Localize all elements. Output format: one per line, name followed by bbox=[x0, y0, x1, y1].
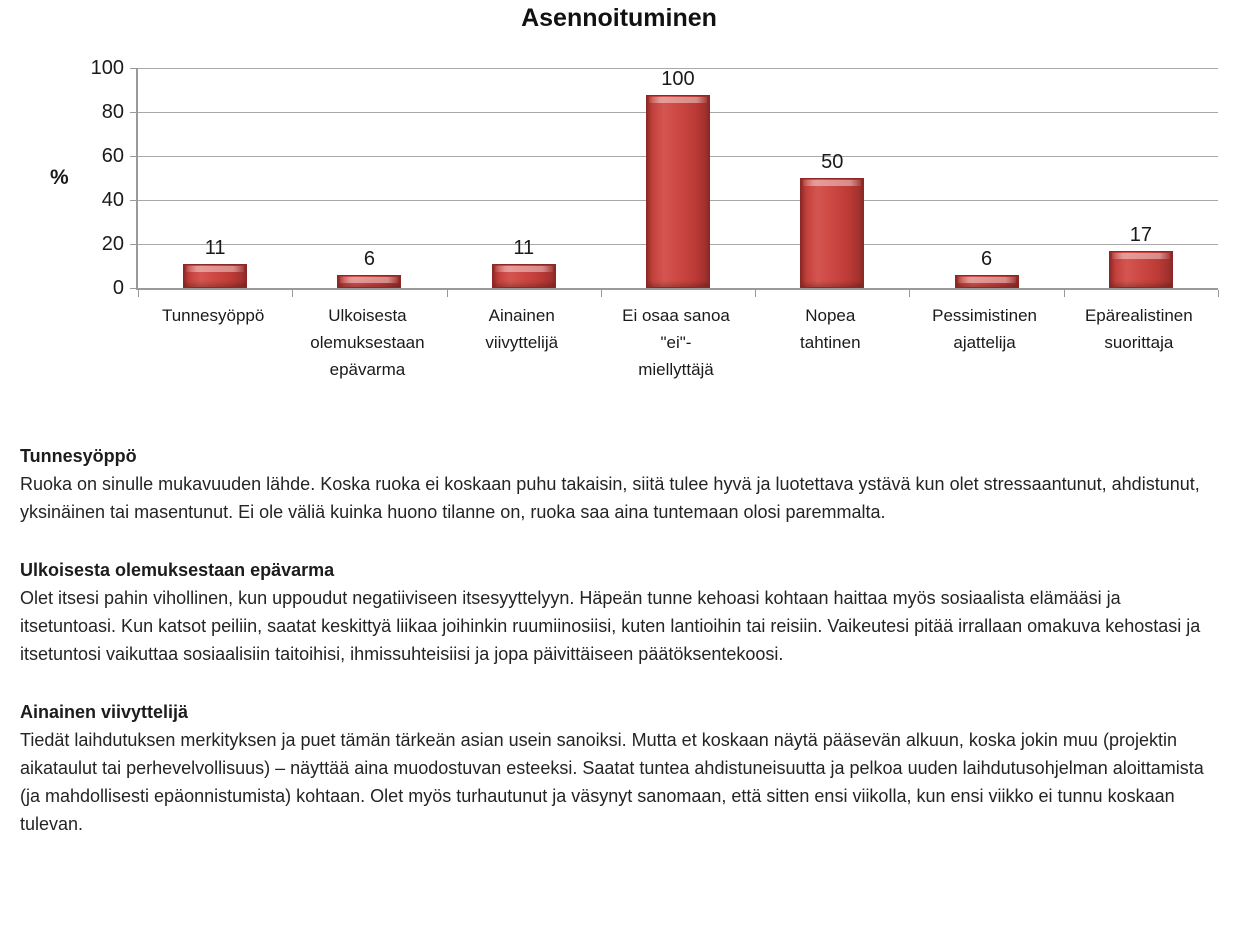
section-ulkoisesta-epavarma: Ulkoisesta olemuksestaan epävarma Olet i… bbox=[20, 556, 1220, 668]
bar bbox=[800, 178, 865, 288]
bar bbox=[183, 263, 248, 288]
x-axis-tick bbox=[138, 290, 139, 297]
plot-area: 11 6 11 100 50 6 17 bbox=[130, 68, 1219, 297]
bar-slot: 50 bbox=[755, 68, 909, 288]
category-label: Tunnesyöppö bbox=[136, 302, 290, 329]
bar-value-label: 6 bbox=[981, 247, 993, 270]
x-axis-tick bbox=[446, 290, 448, 297]
bar-slot: 11 bbox=[138, 68, 292, 288]
y-axis-tick bbox=[130, 244, 138, 245]
bar-slot: 6 bbox=[909, 68, 1063, 288]
category-label-line: "ei"- bbox=[660, 333, 692, 352]
category-label-line: Pessimistinen bbox=[932, 306, 1037, 325]
bar bbox=[491, 263, 556, 288]
category-label: Pessimistinen ajattelija bbox=[907, 302, 1061, 356]
y-axis-tick bbox=[130, 200, 138, 201]
x-axis-tick bbox=[755, 290, 757, 297]
category-label-line: viivyttelijä bbox=[485, 333, 559, 352]
y-axis-tick-label: 0 bbox=[112, 277, 124, 299]
category-label-line: tahtinen bbox=[800, 333, 861, 352]
chart-title: Asennoituminen bbox=[521, 4, 717, 32]
bar-chart: Asennoituminen % 11 6 11 100 50 6 17 Tunnesyöp… bbox=[0, 0, 1238, 400]
text-sections: Tunnesyöppö Ruoka on sinulle mukavuuden … bbox=[20, 442, 1220, 838]
bar bbox=[1108, 250, 1173, 288]
category-label-line: epävarma bbox=[329, 360, 406, 379]
bar-value-label: 100 bbox=[661, 68, 695, 90]
category-label-line: Ei osaa sanoa bbox=[622, 306, 730, 325]
bar bbox=[954, 274, 1019, 288]
category-label-line: Epärealistinen bbox=[1084, 306, 1193, 325]
category-label-line: Nopea bbox=[805, 306, 856, 325]
bar bbox=[337, 274, 402, 288]
x-axis-tick bbox=[1063, 290, 1065, 297]
bar-slot: 17 bbox=[1064, 68, 1218, 288]
x-axis-tick bbox=[292, 290, 294, 297]
y-axis-tick-label: 80 bbox=[101, 101, 124, 123]
category-label: Ei osaa sanoa "ei"- miellyttäjä bbox=[599, 302, 753, 383]
bar bbox=[645, 95, 710, 288]
y-axis-tick bbox=[130, 288, 138, 289]
category-label-line: miellyttäjä bbox=[638, 360, 714, 379]
y-axis-tick-label: 60 bbox=[101, 145, 124, 167]
y-axis-tick bbox=[130, 68, 138, 69]
section-body: Olet itsesi pahin vihollinen, kun uppoud… bbox=[20, 588, 1201, 664]
y-axis-tick-label: 100 bbox=[90, 57, 124, 79]
bar-value-label: 17 bbox=[1129, 223, 1152, 246]
category-label: Epärealistinen suorittaja bbox=[1062, 302, 1216, 356]
category-label-line: Tunnesyöppö bbox=[161, 306, 265, 325]
category-label: Ulkoisesta olemuksestaan epävarma bbox=[290, 302, 444, 383]
bar-value-label: 11 bbox=[204, 236, 226, 259]
section-ainainen-viivyttelija: Ainainen viivyttelijä Tiedät laihdutukse… bbox=[20, 698, 1220, 838]
y-axis-tick-label: 20 bbox=[101, 233, 124, 255]
category-label: Nopea tahtinen bbox=[753, 302, 907, 356]
bar-value-label: 11 bbox=[513, 236, 535, 259]
x-axis-tick bbox=[600, 290, 602, 297]
y-axis-tick-label: 40 bbox=[101, 189, 124, 211]
bar-slot: 100 bbox=[601, 68, 755, 288]
category-label-line: Ulkoisesta bbox=[328, 306, 407, 325]
bar-value-label: 50 bbox=[821, 151, 844, 173]
category-axis: Tunnesyöppö Ulkoisesta olemuksestaan epävar… bbox=[136, 302, 1216, 392]
y-axis-title: % bbox=[50, 166, 69, 189]
y-axis-tick bbox=[130, 112, 138, 113]
bar-slot: 6 bbox=[292, 68, 446, 288]
section-tunnesyoppo: Tunnesyöppö Ruoka on sinulle mukavuuden … bbox=[20, 442, 1220, 526]
category-label: Ainainen viivyttelijä bbox=[445, 302, 599, 356]
section-heading: Tunnesyöppö bbox=[20, 446, 137, 466]
bar-value-label: 6 bbox=[363, 247, 375, 270]
category-label-line: olemuksestaan bbox=[310, 333, 425, 352]
category-label-line: Ainainen bbox=[488, 306, 555, 325]
bar-slot: 11 bbox=[447, 68, 601, 288]
x-axis-tick bbox=[1218, 290, 1219, 297]
section-body: Ruoka on sinulle mukavuuden lähde. Koska… bbox=[20, 474, 1200, 522]
section-body: Tiedät laihdutuksen merkityksen ja puet … bbox=[20, 730, 1204, 834]
y-axis-tick bbox=[130, 156, 138, 157]
section-heading: Ulkoisesta olemuksestaan epävarma bbox=[20, 560, 335, 580]
category-label-line: suorittaja bbox=[1104, 333, 1174, 352]
x-axis-tick bbox=[909, 290, 911, 297]
gridline bbox=[138, 68, 1218, 69]
section-heading: Ainainen viivyttelijä bbox=[20, 702, 189, 722]
category-label-line: ajattelija bbox=[953, 333, 1016, 352]
